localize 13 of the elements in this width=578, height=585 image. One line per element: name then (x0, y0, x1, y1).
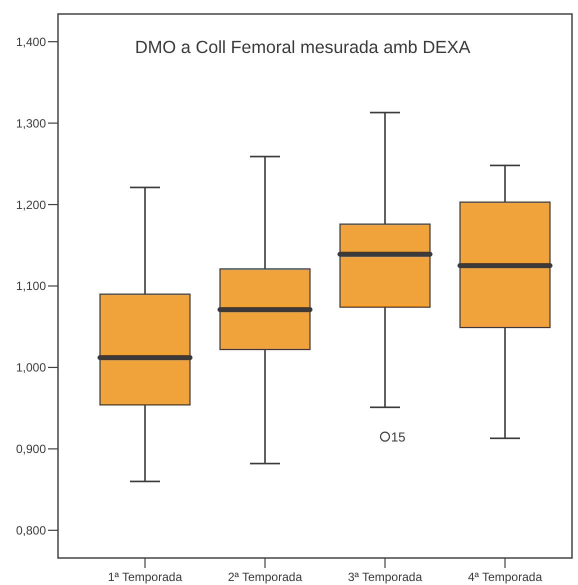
x-tick-label: 2ª Temporada (228, 570, 302, 584)
x-tick-label: 1ª Temporada (108, 570, 182, 584)
x-tick-label: 3ª Temporada (348, 570, 422, 584)
y-tick-label: 1,000 (16, 360, 46, 375)
y-tick-label: 0,900 (16, 442, 46, 456)
y-tick-label: 1,100 (16, 279, 46, 294)
text: DMO a Coll Femoral mesurada amb DEXA (135, 37, 471, 57)
annotation: 15 (391, 429, 406, 444)
y-tick-label: 1,300 (16, 116, 46, 130)
x-tick-label: 4ª Temporada (468, 570, 542, 584)
y-tick-label: 1,400 (16, 34, 46, 49)
y-tick-label: 1,200 (16, 198, 46, 212)
y-tick-label: 0,800 (16, 524, 46, 538)
